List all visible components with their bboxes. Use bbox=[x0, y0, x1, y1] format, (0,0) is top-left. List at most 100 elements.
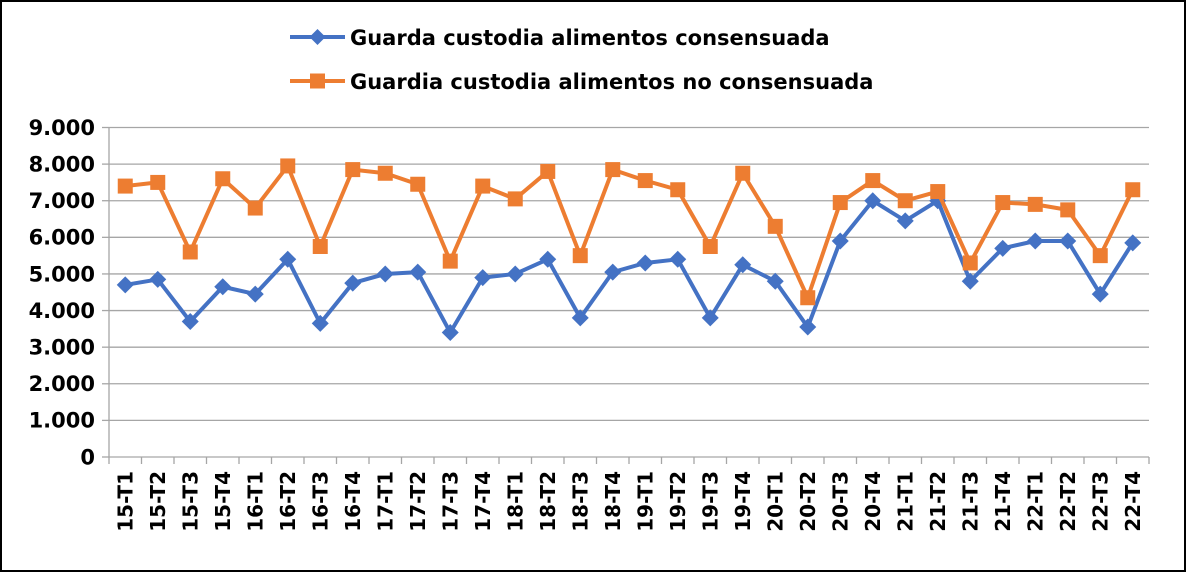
legend-label-no-consensuada: Guardia custodia alimentos no consensuad… bbox=[350, 70, 873, 94]
x-tick-label: 22-T4 bbox=[1121, 471, 1145, 532]
y-tick-label: 6.000 bbox=[29, 226, 95, 250]
x-tick-label: 16-T3 bbox=[308, 471, 332, 532]
x-tick-label: 18-T1 bbox=[503, 471, 527, 532]
data-point-consensuada bbox=[701, 309, 719, 327]
x-tick-label: 21-T4 bbox=[991, 471, 1015, 532]
series-line-consensuada bbox=[124, 198, 1135, 335]
y-tick-label: 3.000 bbox=[29, 336, 95, 360]
data-point-consensuada bbox=[344, 274, 362, 292]
data-point-consensuada bbox=[1124, 234, 1142, 252]
data-point-no-consensuada bbox=[572, 248, 588, 264]
data-point-no-consensuada bbox=[182, 244, 198, 260]
x-tick-label: 15-T2 bbox=[146, 471, 170, 532]
plot-area: 0 1.000 2.000 3.000 4.000 5.000 6.000 7.000 8.00… bbox=[29, 116, 1150, 532]
x-tick-label: 16-T2 bbox=[276, 471, 300, 532]
data-point-no-consensuada bbox=[1125, 182, 1141, 198]
y-tick-label: 9.000 bbox=[29, 116, 95, 140]
y-tick-label: 7.000 bbox=[29, 189, 95, 213]
y-tick-label: 1.000 bbox=[29, 409, 95, 433]
data-point-consensuada bbox=[1091, 285, 1109, 303]
data-point-no-consensuada bbox=[507, 191, 523, 207]
x-tick-label: 15-T3 bbox=[178, 471, 202, 532]
x-tick-label: 20-T3 bbox=[828, 471, 852, 532]
data-point-no-consensuada bbox=[995, 195, 1011, 211]
data-point-no-consensuada bbox=[767, 218, 783, 234]
x-tick-label: 21-T2 bbox=[926, 471, 950, 532]
data-point-consensuada bbox=[604, 263, 622, 281]
x-tick-label: 16-T1 bbox=[243, 471, 267, 532]
data-point-consensuada bbox=[734, 256, 752, 274]
data-point-no-consensuada bbox=[832, 195, 848, 211]
x-tick-label: 19-T2 bbox=[666, 471, 690, 532]
data-point-no-consensuada bbox=[897, 193, 913, 209]
data-point-consensuada bbox=[864, 192, 882, 210]
data-point-no-consensuada bbox=[377, 165, 393, 181]
data-point-no-consensuada bbox=[345, 162, 361, 178]
data-point-no-consensuada bbox=[1060, 202, 1076, 218]
data-point-no-consensuada bbox=[930, 184, 946, 200]
x-tick-label: 16-T4 bbox=[341, 471, 365, 532]
x-tick-label: 22-T1 bbox=[1023, 471, 1047, 532]
x-tick-label: 17-T1 bbox=[373, 471, 397, 532]
data-point-consensuada bbox=[1026, 232, 1044, 250]
data-point-consensuada bbox=[669, 250, 687, 268]
data-point-consensuada bbox=[149, 270, 167, 288]
data-point-consensuada bbox=[896, 212, 914, 230]
data-point-no-consensuada bbox=[442, 253, 458, 269]
data-point-no-consensuada bbox=[280, 158, 296, 174]
data-point-no-consensuada bbox=[735, 165, 751, 181]
x-tick-label: 19-T1 bbox=[633, 471, 657, 532]
data-point-consensuada bbox=[441, 324, 459, 342]
x-tick-label: 20-T1 bbox=[763, 471, 787, 532]
x-tick-label: 17-T4 bbox=[471, 471, 495, 532]
data-point-no-consensuada bbox=[215, 171, 231, 187]
data-point-consensuada bbox=[539, 250, 557, 268]
legend-item-consensuada: Guarda custodia alimentos consensuada bbox=[290, 26, 830, 50]
data-point-no-consensuada bbox=[1027, 196, 1043, 212]
data-point-no-consensuada bbox=[800, 290, 816, 306]
data-point-no-consensuada bbox=[637, 173, 653, 189]
data-point-consensuada bbox=[571, 309, 589, 327]
data-point-consensuada bbox=[311, 314, 329, 332]
x-tick-label: 15-T1 bbox=[113, 471, 137, 532]
x-tick-label: 18-T2 bbox=[536, 471, 560, 532]
data-point-consensuada bbox=[831, 232, 849, 250]
data-point-no-consensuada bbox=[540, 163, 556, 179]
y-tick-label: 4.000 bbox=[29, 299, 95, 323]
data-point-consensuada bbox=[474, 269, 492, 287]
x-tick-label: 22-T3 bbox=[1088, 471, 1112, 532]
data-point-consensuada bbox=[279, 250, 297, 268]
x-tick-label: 17-T2 bbox=[406, 471, 430, 532]
x-tick-label: 20-T2 bbox=[796, 471, 820, 532]
x-tick-label: 18-T4 bbox=[601, 471, 625, 532]
data-point-no-consensuada bbox=[605, 162, 621, 178]
legend-item-no-consensuada: Guardia custodia alimentos no consensuad… bbox=[290, 70, 873, 94]
legend: Guarda custodia alimentos consensuada Gu… bbox=[290, 26, 873, 94]
x-tick-label: 15-T4 bbox=[211, 471, 235, 532]
data-point-no-consensuada bbox=[410, 176, 426, 192]
data-point-consensuada bbox=[376, 265, 394, 283]
data-point-consensuada bbox=[799, 318, 817, 336]
y-tick-label: 5.000 bbox=[29, 262, 95, 286]
legend-diamond-marker-icon bbox=[309, 29, 326, 45]
series-line-no-consensuada bbox=[125, 163, 1135, 300]
x-tick-label: 18-T3 bbox=[568, 471, 592, 532]
data-point-consensuada bbox=[246, 285, 264, 303]
data-point-no-consensuada bbox=[312, 238, 328, 254]
x-tick-label: 22-T2 bbox=[1056, 471, 1080, 532]
data-point-consensuada bbox=[116, 276, 134, 294]
x-tick-label: 19-T3 bbox=[698, 471, 722, 532]
x-tick-label: 21-T3 bbox=[958, 471, 982, 532]
data-point-no-consensuada bbox=[247, 200, 263, 216]
data-point-consensuada bbox=[636, 254, 654, 272]
data-point-consensuada bbox=[506, 265, 524, 283]
data-point-consensuada bbox=[214, 278, 232, 296]
data-point-no-consensuada bbox=[670, 182, 686, 198]
x-tick-label: 21-T1 bbox=[893, 471, 917, 532]
x-tick-label: 17-T3 bbox=[438, 471, 462, 532]
data-point-consensuada bbox=[181, 313, 199, 331]
data-point-no-consensuada bbox=[962, 255, 978, 271]
data-point-no-consensuada bbox=[475, 178, 491, 194]
